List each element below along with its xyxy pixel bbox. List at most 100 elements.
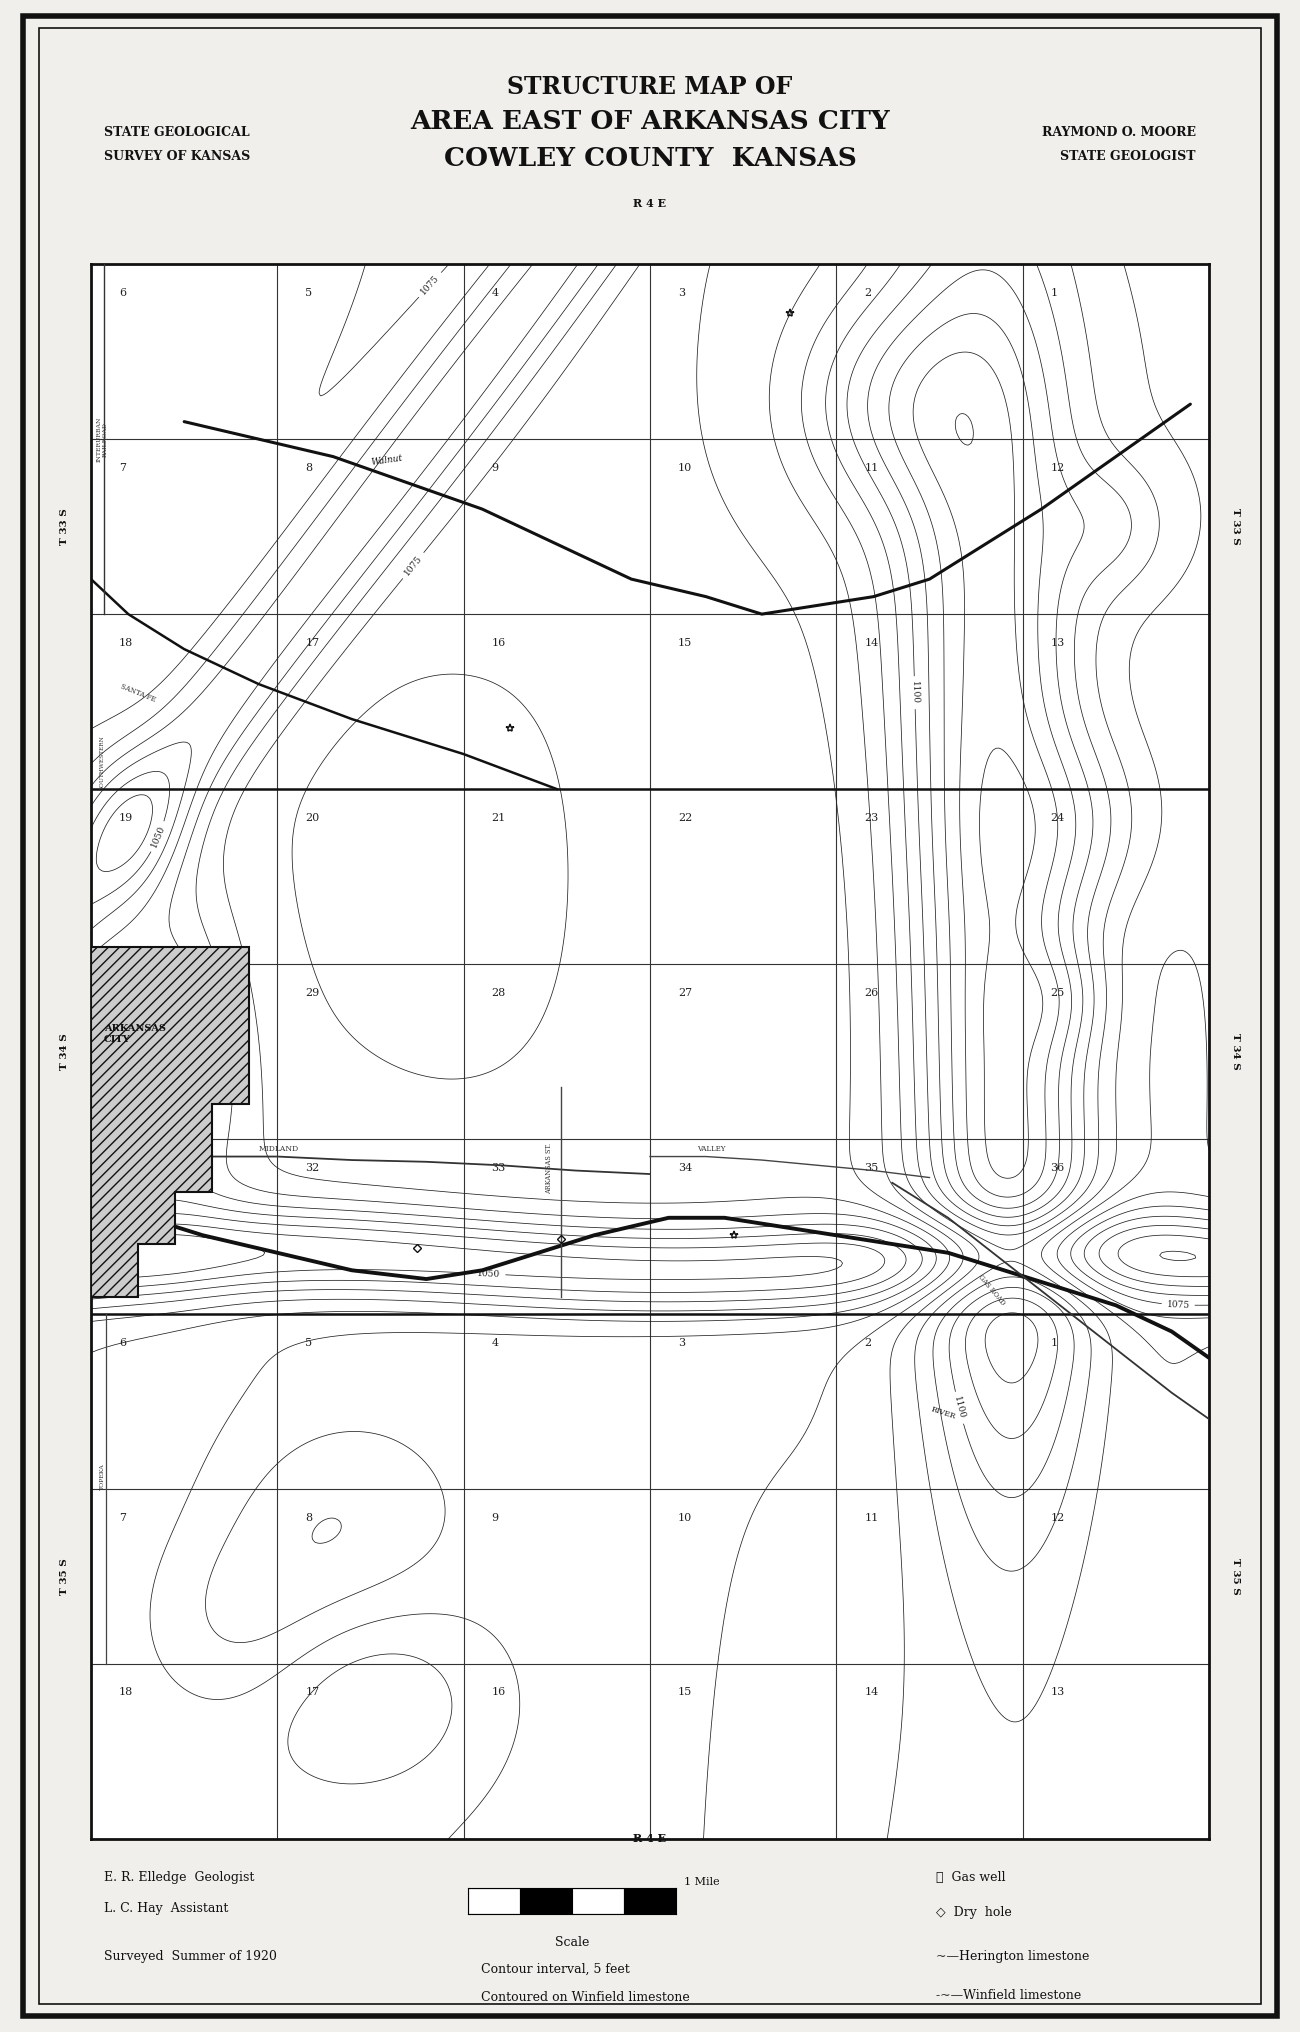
- Text: R 4 E: R 4 E: [633, 197, 667, 209]
- Text: ARKANSAS ST.: ARKANSAS ST.: [546, 1142, 554, 1193]
- Text: 29: 29: [306, 988, 320, 998]
- Text: Surveyed  Summer of 1920: Surveyed Summer of 1920: [104, 1951, 277, 1963]
- Text: 4: 4: [491, 1337, 499, 1347]
- Text: 19: 19: [120, 813, 133, 823]
- Text: 1100: 1100: [910, 681, 919, 705]
- Text: 2: 2: [864, 289, 871, 297]
- Text: 15: 15: [679, 1687, 692, 1697]
- FancyBboxPatch shape: [520, 1888, 572, 1914]
- Text: 7: 7: [120, 463, 126, 473]
- Text: R 4 E: R 4 E: [633, 1833, 667, 1845]
- Text: COWLEY COUNTY  KANSAS: COWLEY COUNTY KANSAS: [443, 146, 857, 171]
- Text: 35: 35: [864, 1162, 879, 1172]
- Text: 33: 33: [491, 1162, 506, 1172]
- Text: STRUCTURE MAP OF: STRUCTURE MAP OF: [507, 75, 793, 100]
- Text: 1075: 1075: [419, 272, 441, 297]
- Text: 31: 31: [120, 1162, 133, 1172]
- Text: 1075: 1075: [403, 555, 424, 577]
- Text: INTERURBAN
RAILROAD: INTERURBAN RAILROAD: [96, 417, 108, 461]
- Text: SURVEY OF KANSAS: SURVEY OF KANSAS: [104, 150, 250, 163]
- Text: AREA EAST OF ARKANSAS CITY: AREA EAST OF ARKANSAS CITY: [411, 110, 889, 134]
- Text: RAYMOND O. MOORE: RAYMOND O. MOORE: [1043, 126, 1196, 138]
- Text: 9: 9: [491, 1512, 499, 1522]
- Text: SOUTHWESTERN: SOUTHWESTERN: [100, 736, 105, 790]
- Text: 13: 13: [1050, 638, 1065, 648]
- Text: 4: 4: [491, 289, 499, 297]
- Text: 21: 21: [491, 813, 506, 823]
- Text: Contour interval, 5 feet: Contour interval, 5 feet: [481, 1963, 629, 1975]
- Text: ARKANSAS
CITY: ARKANSAS CITY: [104, 1024, 166, 1044]
- Text: 1075: 1075: [1166, 1300, 1190, 1311]
- Text: 24: 24: [1050, 813, 1065, 823]
- Text: T 34 S: T 34 S: [1231, 1032, 1240, 1071]
- Text: 31: 31: [120, 1162, 133, 1172]
- FancyBboxPatch shape: [468, 1888, 520, 1914]
- Text: 34: 34: [679, 1162, 692, 1172]
- Text: 27: 27: [679, 988, 692, 998]
- Text: 1050: 1050: [150, 825, 166, 849]
- Text: Walnut: Walnut: [370, 453, 403, 467]
- Text: 8: 8: [306, 1512, 312, 1522]
- Text: 25: 25: [1050, 988, 1065, 998]
- Text: T 35 S: T 35 S: [1231, 1559, 1240, 1595]
- Text: ☆  Gas well: ☆ Gas well: [936, 1871, 1005, 1884]
- Text: 5: 5: [306, 1337, 312, 1347]
- Text: RIVER: RIVER: [930, 1406, 957, 1420]
- Text: 11: 11: [864, 1512, 879, 1522]
- Text: T 34 S: T 34 S: [60, 1032, 69, 1071]
- Text: 22: 22: [679, 813, 692, 823]
- Text: TOPEKA: TOPEKA: [100, 1463, 105, 1489]
- Text: 36: 36: [1050, 1162, 1065, 1172]
- Text: 30: 30: [120, 988, 133, 998]
- Text: 1: 1: [1050, 289, 1058, 297]
- Text: 11: 11: [864, 463, 879, 473]
- Text: 14: 14: [864, 1687, 879, 1697]
- Text: VALLEY: VALLEY: [697, 1146, 725, 1154]
- FancyBboxPatch shape: [572, 1888, 624, 1914]
- Text: 17: 17: [306, 638, 320, 648]
- Text: 15: 15: [679, 638, 692, 648]
- Text: L. C. Hay  Assistant: L. C. Hay Assistant: [104, 1902, 229, 1914]
- Polygon shape: [91, 947, 250, 1296]
- Text: T 35 S: T 35 S: [60, 1559, 69, 1595]
- Text: 6: 6: [120, 289, 126, 297]
- Text: 5: 5: [306, 289, 312, 297]
- Text: 10: 10: [679, 463, 692, 473]
- Text: 6: 6: [120, 1337, 126, 1347]
- Text: MIDLAND: MIDLAND: [259, 1146, 299, 1154]
- Text: 7: 7: [120, 1512, 126, 1522]
- Text: GAS ROAD: GAS ROAD: [976, 1274, 1006, 1307]
- Text: 8: 8: [306, 463, 312, 473]
- Text: 26: 26: [864, 988, 879, 998]
- Text: 10: 10: [679, 1512, 692, 1522]
- Text: 28: 28: [491, 988, 506, 998]
- Text: 12: 12: [1050, 1512, 1065, 1522]
- Text: Scale: Scale: [555, 1936, 589, 1949]
- Text: 14: 14: [864, 638, 879, 648]
- Text: Contoured on Winfield limestone: Contoured on Winfield limestone: [481, 1991, 690, 2004]
- Text: 13: 13: [1050, 1687, 1065, 1697]
- Text: 12: 12: [1050, 463, 1065, 473]
- Text: 3: 3: [679, 1337, 685, 1347]
- Text: E. R. Elledge  Geologist: E. R. Elledge Geologist: [104, 1871, 255, 1884]
- Text: SANTA FE: SANTA FE: [120, 683, 156, 703]
- Text: 16: 16: [491, 638, 506, 648]
- Text: 9: 9: [491, 463, 499, 473]
- Text: 16: 16: [491, 1687, 506, 1697]
- Text: 1100: 1100: [952, 1396, 966, 1420]
- FancyBboxPatch shape: [624, 1888, 676, 1914]
- Text: 3: 3: [679, 289, 685, 297]
- Text: 18: 18: [120, 638, 133, 648]
- Text: 18: 18: [120, 1687, 133, 1697]
- Text: 1050: 1050: [477, 1268, 500, 1278]
- Text: 1: 1: [1050, 1337, 1058, 1347]
- Text: STATE GEOLOGICAL: STATE GEOLOGICAL: [104, 126, 250, 138]
- Text: 32: 32: [306, 1162, 320, 1172]
- Text: STATE GEOLOGIST: STATE GEOLOGIST: [1061, 150, 1196, 163]
- Text: 23: 23: [864, 813, 879, 823]
- Text: T 33 S: T 33 S: [1231, 508, 1240, 545]
- Text: 2: 2: [864, 1337, 871, 1347]
- Text: -~—Winfield limestone: -~—Winfield limestone: [936, 1989, 1082, 2002]
- Text: 17: 17: [306, 1687, 320, 1697]
- Text: ◇  Dry  hole: ◇ Dry hole: [936, 1906, 1011, 1918]
